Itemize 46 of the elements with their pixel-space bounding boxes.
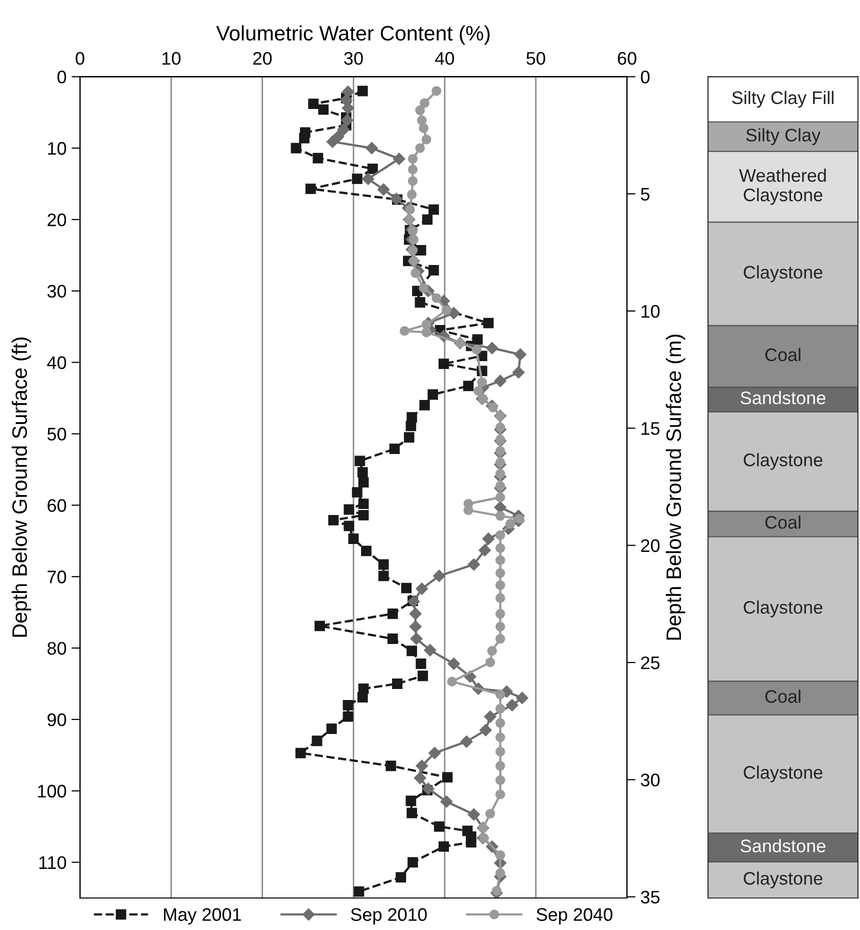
series-label: Claystone (744, 766, 822, 782)
x-tick-label: 30 (344, 52, 363, 65)
y2-tick-label: 35 (640, 890, 660, 904)
y2-tick-label: 25 (641, 656, 660, 670)
series-label: Coal (765, 348, 800, 362)
y2-tick-label: 15 (642, 422, 660, 435)
x-tick-label: 0 (76, 52, 84, 65)
legend-label: Sep 2040 (536, 908, 612, 925)
legend-label: Sep 2010 (350, 908, 427, 925)
x-tick-label: 60 (618, 52, 636, 65)
y-tick-label: 20 (48, 213, 66, 226)
series-label: Coal (765, 690, 800, 703)
series-label: Sandstone (740, 839, 826, 852)
x-tick-label: 40 (435, 52, 454, 65)
y-tick-label: 30 (47, 284, 66, 298)
series-label: Silty Clay (746, 128, 821, 146)
series-label: Claystone (744, 600, 822, 618)
y-tick-label: 80 (48, 642, 66, 655)
series-label: Sandstone (740, 391, 826, 404)
series-label: Coal (765, 515, 800, 529)
x-tick-label: 50 (526, 52, 546, 65)
y2-axis-title: Depth Below Ground Surface (m) (666, 334, 686, 640)
y-tick-label: 110 (39, 856, 66, 870)
series-label: Silty Clay Fill (732, 90, 834, 108)
y2-tick-label: 5 (640, 188, 650, 201)
y-tick-label: 0 (57, 70, 66, 84)
series-label: Weathered Claystone (739, 168, 826, 205)
y-tick-label: 60 (48, 499, 66, 512)
y-axis-title: Depth Below Ground Surface (ft) (12, 338, 32, 637)
x-tick-label: 20 (253, 52, 272, 65)
y2-tick-label: 0 (640, 70, 650, 84)
legend-label: May 2001 (164, 908, 241, 925)
series-label: Claystone (744, 453, 822, 470)
series-label: Claystone (744, 265, 822, 282)
y2-tick-label: 20 (641, 539, 660, 552)
y-tick-label: 10 (48, 142, 66, 155)
series-label: Claystone (744, 872, 822, 888)
y-tick-label: 90 (48, 713, 66, 726)
x-tick-label: 10 (162, 52, 181, 65)
y2-tick-label: 30 (640, 774, 660, 786)
y-tick-label: 50 (47, 428, 66, 441)
y-tick-label: 70 (48, 570, 66, 584)
y2-tick-label: 10 (642, 304, 660, 318)
y-tick-label: 40 (47, 356, 66, 370)
x-axis-title: Volumetric Water Content (%) (216, 25, 490, 45)
y-tick-label: 100 (38, 784, 66, 798)
